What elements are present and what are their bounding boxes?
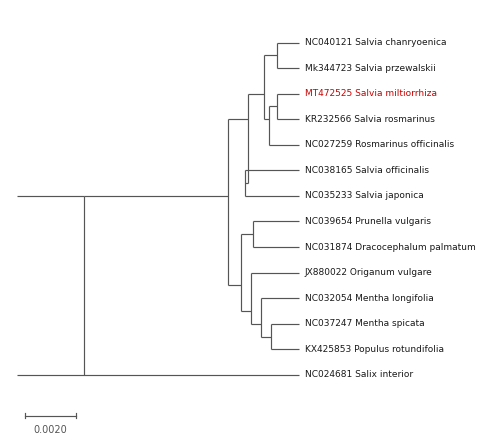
Text: NC038165 Salvia officinalis: NC038165 Salvia officinalis: [304, 166, 428, 175]
Text: NC039654 Prunella vulgaris: NC039654 Prunella vulgaris: [304, 217, 430, 226]
Text: NC024681 Salix interior: NC024681 Salix interior: [304, 370, 412, 379]
Text: NC040121 Salvia chanryoenica: NC040121 Salvia chanryoenica: [304, 38, 446, 47]
Text: NC037247 Mentha spicata: NC037247 Mentha spicata: [304, 319, 424, 328]
Text: NC027259 Rosmarinus officinalis: NC027259 Rosmarinus officinalis: [304, 140, 454, 149]
Text: Mk344723 Salvia przewalskii: Mk344723 Salvia przewalskii: [304, 64, 436, 73]
Text: 0.0020: 0.0020: [34, 425, 68, 435]
Text: NC032054 Mentha longifolia: NC032054 Mentha longifolia: [304, 294, 434, 303]
Text: MT472525 Salvia miltiorrhiza: MT472525 Salvia miltiorrhiza: [304, 89, 436, 98]
Text: NC035233 Salvia japonica: NC035233 Salvia japonica: [304, 191, 424, 200]
Text: JX880022 Origanum vulgare: JX880022 Origanum vulgare: [304, 268, 432, 277]
Text: NC031874 Dracocephalum palmatum: NC031874 Dracocephalum palmatum: [304, 243, 476, 252]
Text: KX425853 Populus rotundifolia: KX425853 Populus rotundifolia: [304, 345, 444, 354]
Text: KR232566 Salvia rosmarinus: KR232566 Salvia rosmarinus: [304, 115, 434, 124]
